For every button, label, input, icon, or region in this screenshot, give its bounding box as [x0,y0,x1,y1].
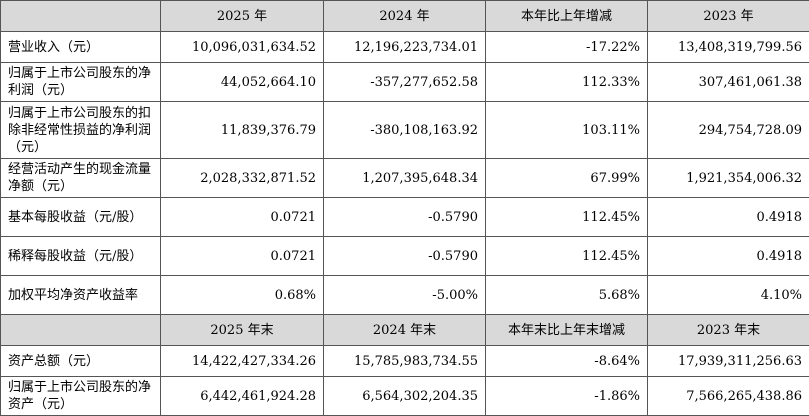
value-2023: 7,566,265,438.86 [648,377,809,416]
value-change: 67.99% [486,159,648,198]
value-2023: 294,754,728.09 [648,102,809,159]
value-2025: 11,839,376.79 [161,102,324,159]
value-2023: 307,461,061.38 [648,63,809,102]
table-row: 经营活动产生的现金流量净额（元） 2,028,332,871.52 1,207,… [1,159,809,198]
row-label: 资产总额（元） [1,346,161,377]
table-row: 归属于上市公司股东的净资产（元） 6,442,461,924.28 6,564,… [1,377,809,416]
value-2024: -5.00% [324,276,486,315]
value-2024: -0.5790 [324,237,486,276]
value-2025: 0.0721 [161,198,324,237]
value-2025: 14,422,427,334.26 [161,346,324,377]
value-2025: 0.0721 [161,237,324,276]
table-row: 归属于上市公司股东的净利润（元） 44,052,664.10 -357,277,… [1,63,809,102]
value-2025: 0.68% [161,276,324,315]
header-cell-2025-end: 2025 年末 [161,315,324,346]
header-cell-change: 本年比上年增减 [486,1,648,32]
header-cell-blank [1,315,161,346]
value-2023: 0.4918 [648,198,809,237]
row-label: 基本每股收益（元/股） [1,198,161,237]
table-subheader-row: 2025 年末 2024 年末 本年末比上年末增减 2023 年末 [1,315,809,346]
value-2024: 12,196,223,734.01 [324,32,486,63]
header-cell-2023: 2023 年 [648,1,809,32]
row-label: 经营活动产生的现金流量净额（元） [1,159,161,198]
header-cell-2024: 2024 年 [324,1,486,32]
value-change: 112.45% [486,237,648,276]
header-cell-2023-end: 2023 年末 [648,315,809,346]
header-cell-change-end: 本年末比上年末增减 [486,315,648,346]
value-change: 112.45% [486,198,648,237]
row-label: 稀释每股收益（元/股） [1,237,161,276]
row-label: 加权平均净资产收益率 [1,276,161,315]
table-row: 加权平均净资产收益率 0.68% -5.00% 5.68% 4.10% [1,276,809,315]
header-cell-2025: 2025 年 [161,1,324,32]
value-2023: 13,408,319,799.56 [648,32,809,63]
row-label: 归属于上市公司股东的扣除非经常性损益的净利润（元） [1,102,161,159]
value-change: 103.11% [486,102,648,159]
value-2025: 44,052,664.10 [161,63,324,102]
value-2023: 1,921,354,006.32 [648,159,809,198]
row-label: 归属于上市公司股东的净资产（元） [1,377,161,416]
table-header-row: 2025 年 2024 年 本年比上年增减 2023 年 [1,1,809,32]
value-2024: -357,277,652.58 [324,63,486,102]
table-row: 营业收入（元） 10,096,031,634.52 12,196,223,734… [1,32,809,63]
table-row: 归属于上市公司股东的扣除非经常性损益的净利润（元） 11,839,376.79 … [1,102,809,159]
value-2025: 10,096,031,634.52 [161,32,324,63]
value-2024: -380,108,163.92 [324,102,486,159]
value-change: 5.68% [486,276,648,315]
row-label: 营业收入（元） [1,32,161,63]
table-row: 基本每股收益（元/股） 0.0721 -0.5790 112.45% 0.491… [1,198,809,237]
header-cell-blank [1,1,161,32]
value-change: -1.86% [486,377,648,416]
value-change: -17.22% [486,32,648,63]
row-label: 归属于上市公司股东的净利润（元） [1,63,161,102]
value-2024: 1,207,395,648.34 [324,159,486,198]
table-row: 稀释每股收益（元/股） 0.0721 -0.5790 112.45% 0.491… [1,237,809,276]
value-change: 112.33% [486,63,648,102]
header-cell-2024-end: 2024 年末 [324,315,486,346]
value-2023: 17,939,311,256.63 [648,346,809,377]
value-2024: 6,564,302,204.35 [324,377,486,416]
value-2025: 2,028,332,871.52 [161,159,324,198]
value-2025: 6,442,461,924.28 [161,377,324,416]
value-change: -8.64% [486,346,648,377]
value-2024: -0.5790 [324,198,486,237]
value-2023: 4.10% [648,276,809,315]
value-2023: 0.4918 [648,237,809,276]
value-2024: 15,785,983,734.55 [324,346,486,377]
table-row: 资产总额（元） 14,422,427,334.26 15,785,983,734… [1,346,809,377]
